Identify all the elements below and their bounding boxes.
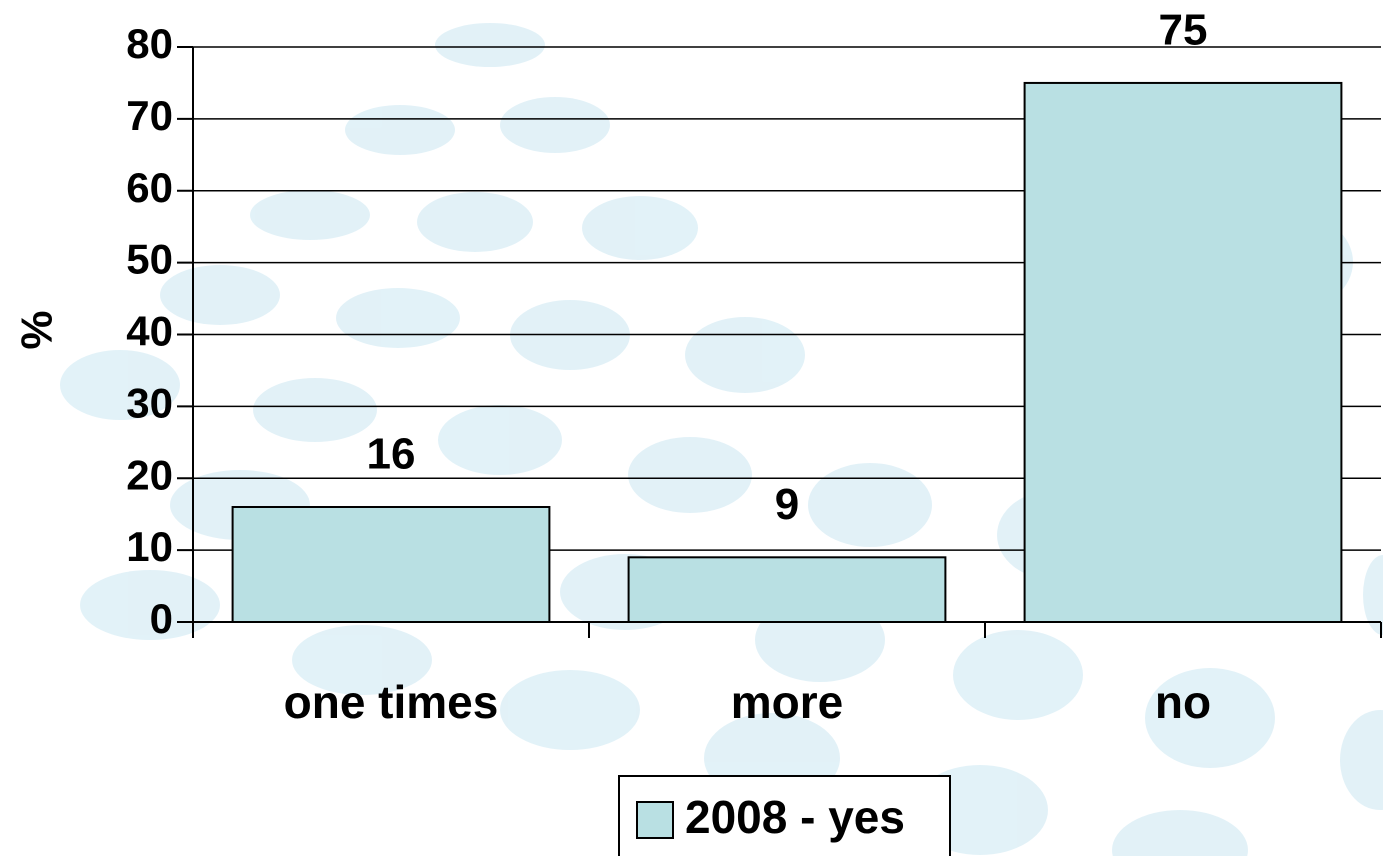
data-label: 9 (775, 480, 799, 529)
y-tick-label: 30 (126, 379, 173, 426)
legend-swatch (636, 801, 674, 839)
y-tick-label: 20 (126, 451, 173, 498)
y-tick-label: 70 (126, 92, 173, 139)
legend-box (618, 775, 951, 856)
y-tick-label: 60 (126, 164, 173, 211)
data-label: 16 (367, 430, 416, 479)
data-label: 75 (1159, 6, 1208, 55)
legend-label: 2008 - yes (685, 791, 905, 843)
y-tick-label: 40 (126, 308, 173, 355)
x-tick-label: one times (284, 676, 499, 728)
y-tick-label: 50 (126, 236, 173, 283)
y-tick-label: 80 (126, 20, 173, 67)
y-tick-label: 0 (150, 595, 173, 642)
bar (1023, 81, 1343, 623)
x-tick-label: more (731, 676, 843, 728)
y-axis-label: % (13, 310, 62, 349)
bar (231, 506, 551, 623)
y-tick-label: 10 (126, 523, 173, 570)
x-tick-label: no (1155, 676, 1211, 728)
bar (627, 556, 947, 623)
